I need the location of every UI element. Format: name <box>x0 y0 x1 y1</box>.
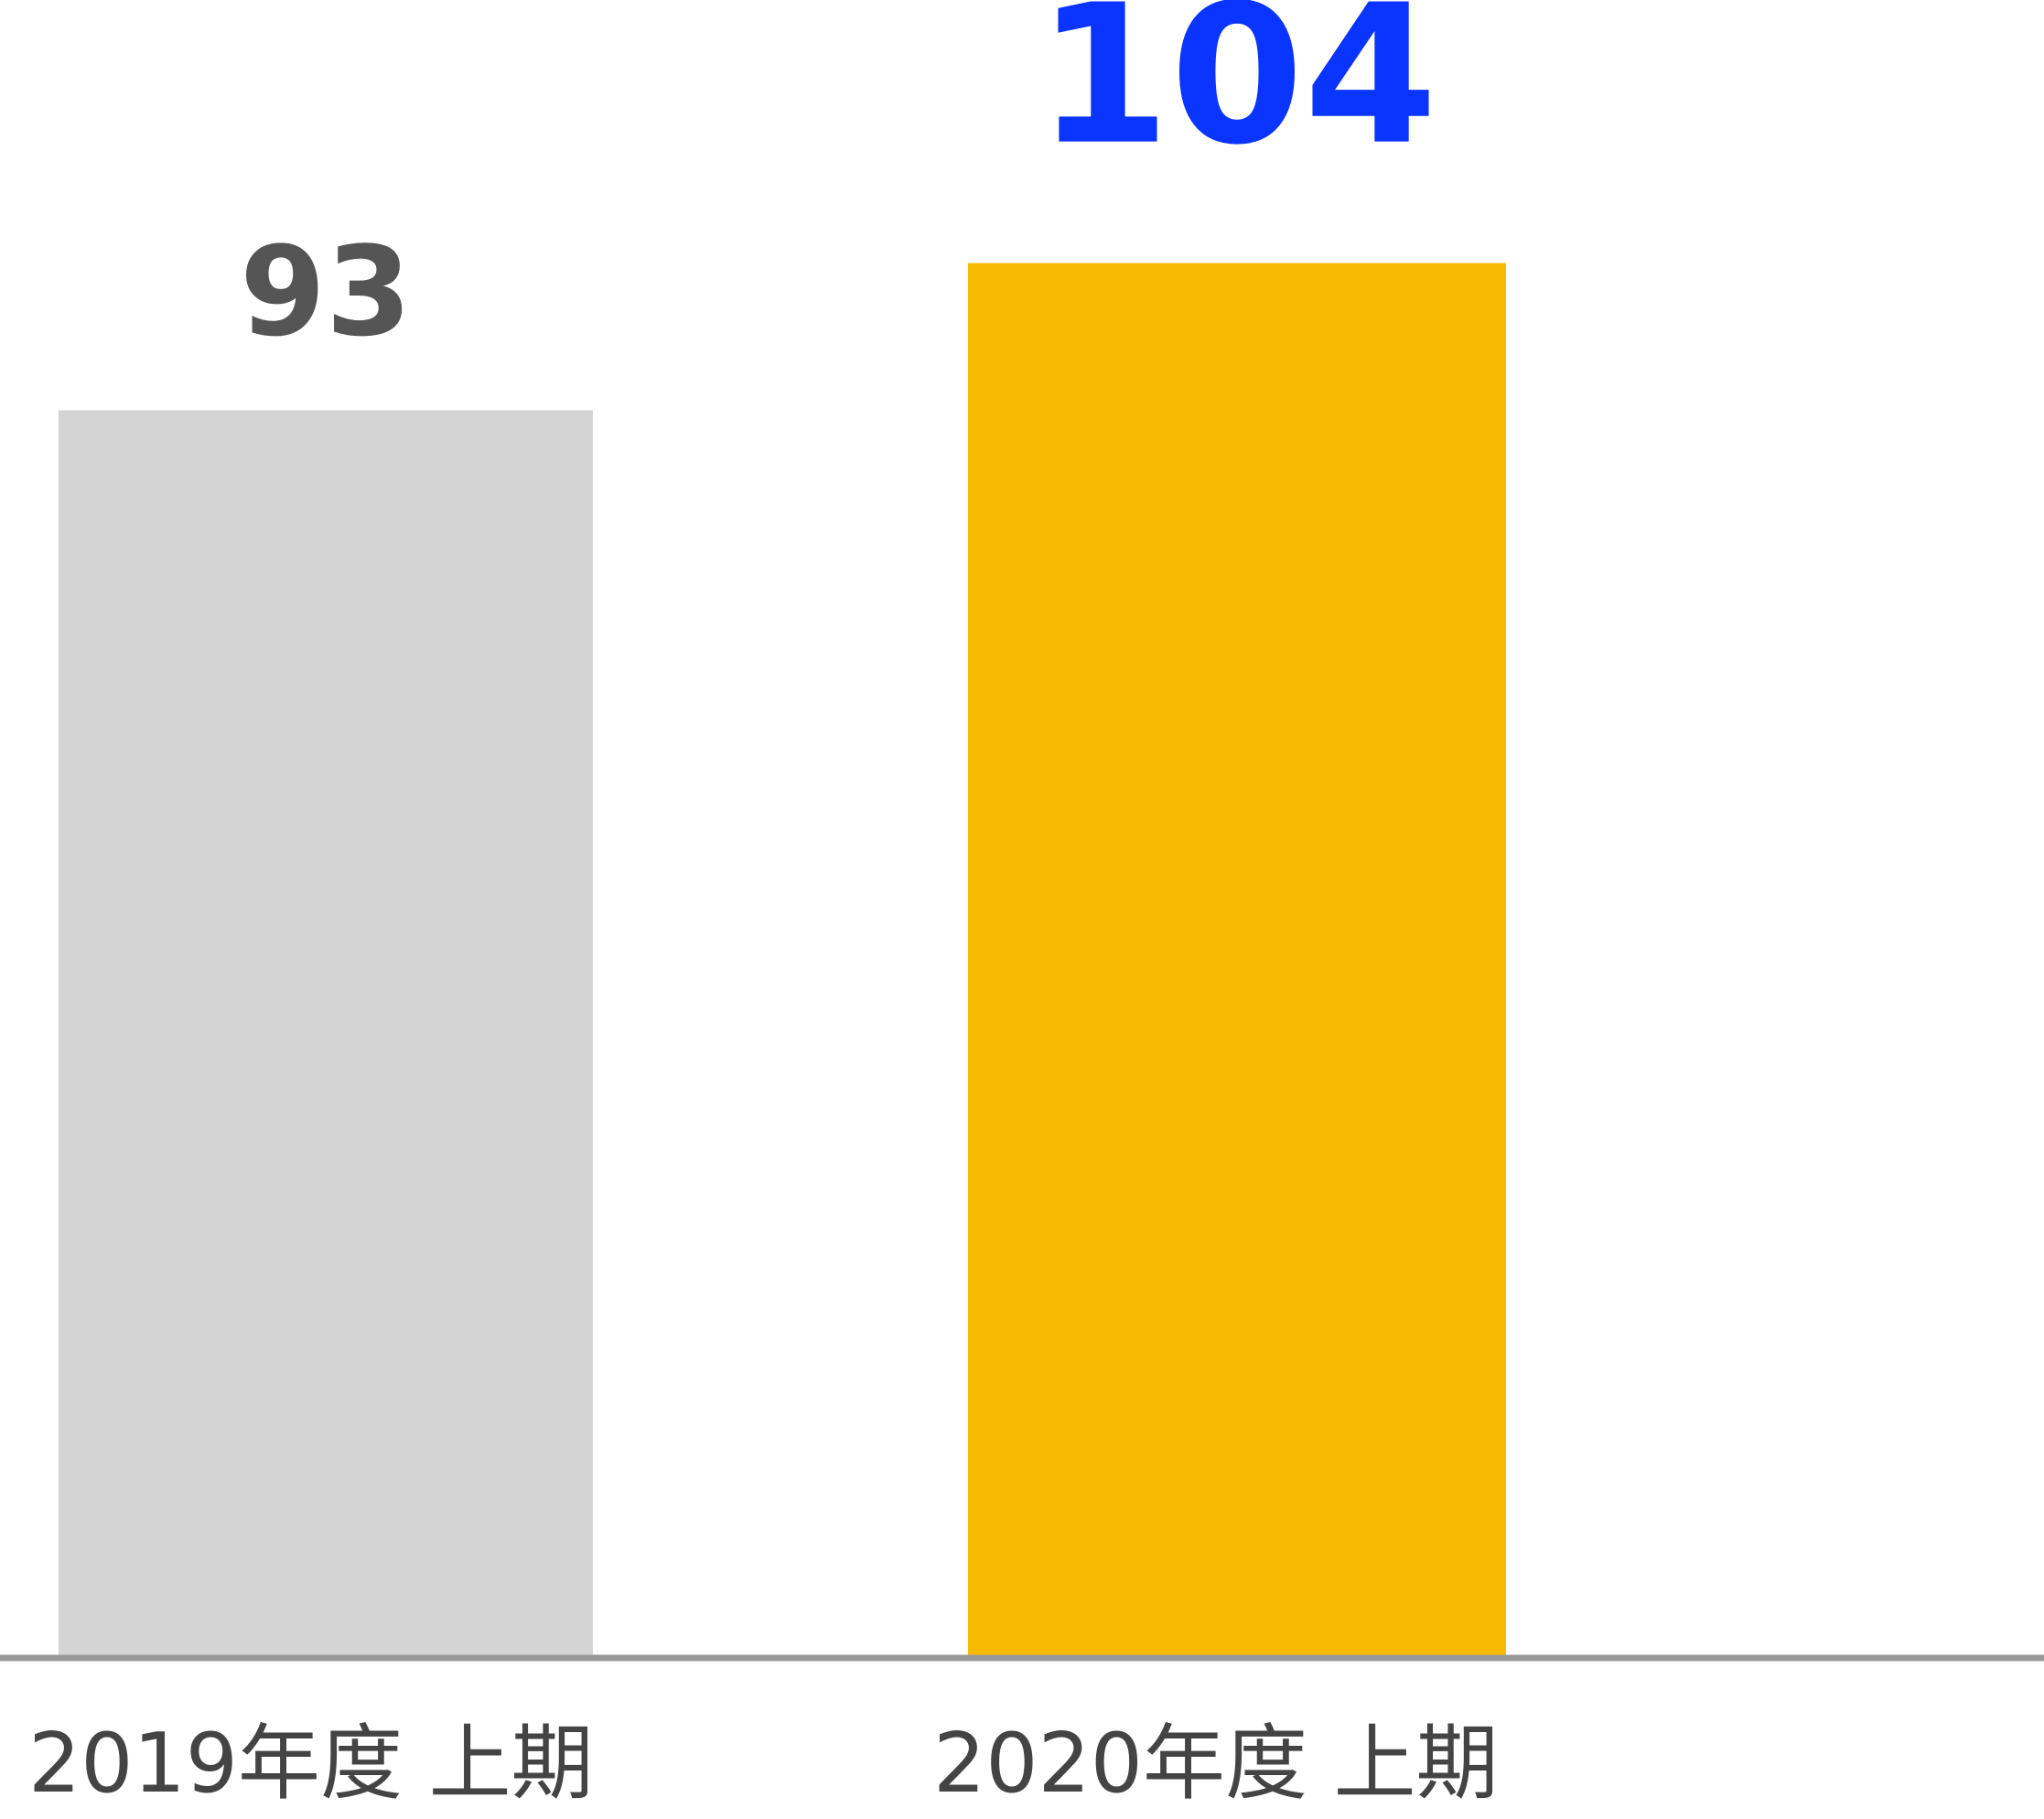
x-tick-label: 2019年度 上期 <box>28 1716 594 1812</box>
value-label: 104 <box>1037 0 1437 188</box>
bar <box>968 263 1506 1656</box>
value-label: 93 <box>240 221 412 364</box>
bar <box>59 410 593 1655</box>
x-tick-label: 2020年度 上期 <box>933 1716 1499 1812</box>
